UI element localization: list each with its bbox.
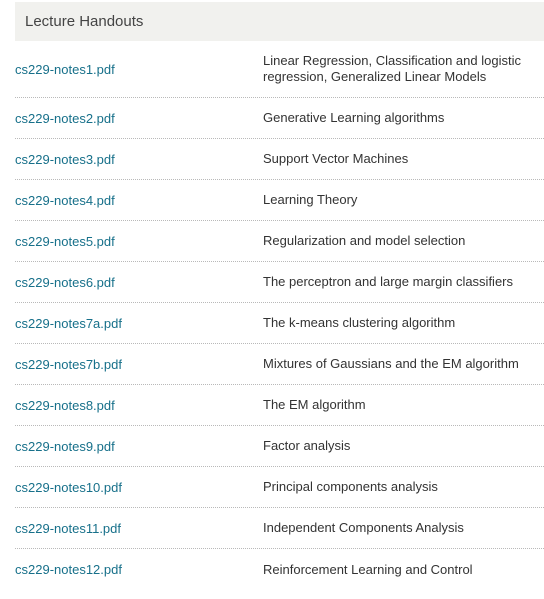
handout-link[interactable]: cs229-notes9.pdf xyxy=(15,438,115,454)
panel-title: Lecture Handouts xyxy=(25,13,144,30)
handout-description: Independent Components Analysis xyxy=(263,520,464,535)
handout-link[interactable]: cs229-notes2.pdf xyxy=(15,110,115,126)
handout-link[interactable]: cs229-notes7b.pdf xyxy=(15,356,122,372)
handout-row: cs229-notes3.pdf Support Vector Machines xyxy=(15,139,544,180)
handout-row: cs229-notes10.pdf Principal components a… xyxy=(15,467,544,508)
handout-description: The EM algorithm xyxy=(263,397,366,412)
handout-description: Linear Regression, Classification and lo… xyxy=(263,53,521,84)
handout-row: cs229-notes8.pdf The EM algorithm xyxy=(15,385,544,426)
handout-row: cs229-notes4.pdf Learning Theory xyxy=(15,180,544,221)
handout-row: cs229-notes6.pdf The perceptron and larg… xyxy=(15,262,544,303)
handout-row: cs229-notes5.pdf Regularization and mode… xyxy=(15,221,544,262)
handout-description: The k-means clustering algorithm xyxy=(263,315,456,330)
handout-row: cs229-notes9.pdf Factor analysis xyxy=(15,426,544,467)
handout-row: cs229-notes7a.pdf The k-means clustering… xyxy=(15,303,544,344)
handout-row: cs229-notes7b.pdf Mixtures of Gaussians … xyxy=(15,344,544,385)
handout-link[interactable]: cs229-notes1.pdf xyxy=(15,61,115,77)
handout-link[interactable]: cs229-notes4.pdf xyxy=(15,192,115,208)
handout-link[interactable]: cs229-notes3.pdf xyxy=(15,151,115,167)
handout-link[interactable]: cs229-notes7a.pdf xyxy=(15,315,122,331)
handout-link[interactable]: cs229-notes6.pdf xyxy=(15,274,115,290)
handout-description: Principal components analysis xyxy=(263,479,438,494)
handout-description: Mixtures of Gaussians and the EM algorit… xyxy=(263,356,519,371)
handout-description: The perceptron and large margin classifi… xyxy=(263,274,514,289)
handout-link[interactable]: cs229-notes12.pdf xyxy=(15,562,122,577)
handout-link[interactable]: cs229-notes11.pdf xyxy=(15,520,121,536)
handout-link[interactable]: cs229-notes10.pdf xyxy=(15,479,122,495)
panel-header: Lecture Handouts xyxy=(15,2,544,41)
handout-row: cs229-notes2.pdf Generative Learning alg… xyxy=(15,98,544,139)
handout-description: Learning Theory xyxy=(263,192,358,207)
handout-description: Regularization and model selection xyxy=(263,233,466,248)
lecture-handouts-panel: Lecture Handouts cs229-notes1.pdf Linear… xyxy=(15,2,544,590)
handouts-list: cs229-notes1.pdf Linear Regression, Clas… xyxy=(15,41,544,590)
handout-description: Generative Learning algorithms xyxy=(263,110,445,125)
handout-row: cs229-notes1.pdf Linear Regression, Clas… xyxy=(15,41,544,98)
handout-description: Factor analysis xyxy=(263,438,351,453)
handout-link[interactable]: cs229-notes8.pdf xyxy=(15,397,115,413)
handout-row: cs229-notes12.pdf Reinforcement Learning… xyxy=(15,549,544,590)
handout-row: cs229-notes11.pdf Independent Components… xyxy=(15,508,544,549)
handout-description: Reinforcement Learning and Control xyxy=(263,561,473,577)
handout-link[interactable]: cs229-notes5.pdf xyxy=(15,233,115,249)
handout-description: Support Vector Machines xyxy=(263,151,409,166)
